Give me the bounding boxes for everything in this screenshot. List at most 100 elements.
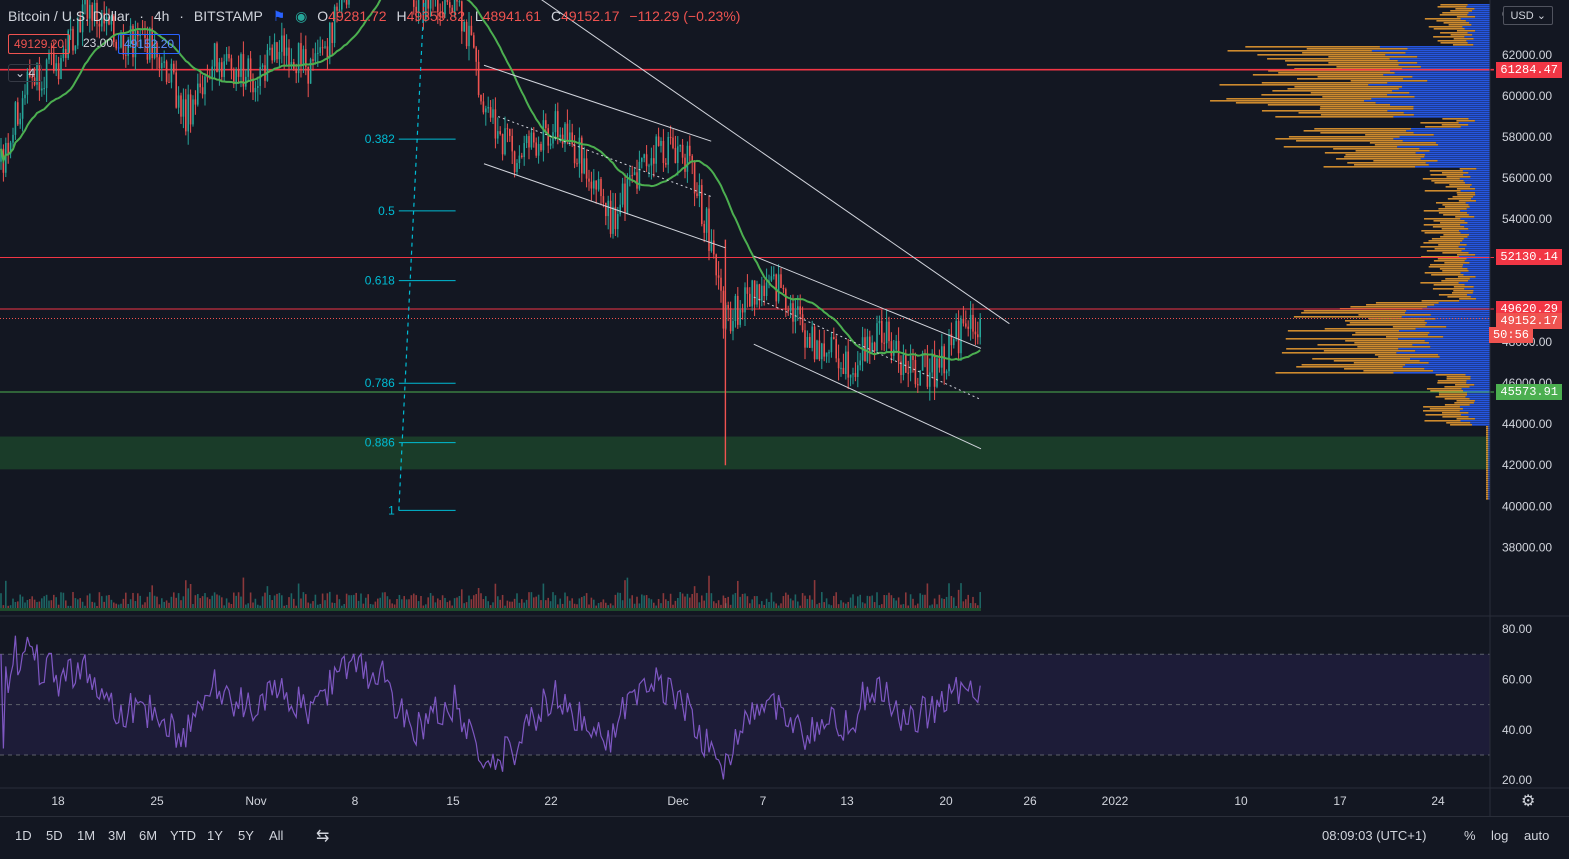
- timeframe-ytd[interactable]: YTD: [170, 828, 196, 843]
- candle-body: [144, 35, 146, 38]
- profile-bar-down: [1433, 370, 1490, 372]
- interval[interactable]: 4h: [153, 8, 170, 24]
- volume-bar: [233, 592, 235, 610]
- auto-toggle[interactable]: auto: [1524, 828, 1550, 843]
- timeframe-5d[interactable]: 5D: [46, 828, 63, 843]
- volume-bar: [842, 602, 845, 610]
- timeframe-1m[interactable]: 1M: [77, 828, 96, 843]
- volume-bar: [273, 595, 276, 610]
- profile-bar-up: [1423, 406, 1460, 408]
- candle-body: [758, 284, 761, 301]
- date-range-icon[interactable]: ⇆: [316, 828, 330, 845]
- profile-bar-up: [1392, 326, 1447, 328]
- volume-bar: [53, 594, 55, 610]
- volume-bar: [633, 603, 636, 610]
- timeframe-1y[interactable]: 1Y: [207, 828, 223, 843]
- profile-bar-down: [1460, 224, 1490, 226]
- volume-bar: [845, 603, 847, 610]
- flag-icon[interactable]: ⚑: [272, 8, 286, 24]
- candle-body: [655, 136, 657, 164]
- symbol-title[interactable]: Bitcoin / U.S. Dollar: [8, 8, 130, 24]
- volume-bar: [828, 604, 830, 610]
- candle-body: [717, 275, 720, 278]
- volume-bar: [607, 605, 609, 610]
- profile-bar-down: [1428, 362, 1490, 364]
- profile-bar-down: [1474, 384, 1490, 386]
- candle-body: [753, 280, 756, 305]
- volume-bar: [333, 602, 336, 610]
- profile-bar-up: [1324, 152, 1416, 154]
- candle-body: [9, 142, 12, 154]
- volume-bar: [177, 593, 180, 610]
- profile-bar-down: [1402, 366, 1490, 368]
- timeframe-all[interactable]: All: [269, 828, 284, 843]
- log-toggle[interactable]: log: [1491, 828, 1509, 843]
- fib-label: 1: [388, 503, 395, 517]
- volume-bar: [662, 593, 665, 610]
- profile-bar-up: [1437, 258, 1467, 260]
- profile-bar-up: [1453, 38, 1474, 40]
- profile-bar-up: [1286, 64, 1399, 66]
- volume-bar: [408, 599, 410, 610]
- profile-bar-down: [1488, 462, 1490, 464]
- indicators-toggle[interactable]: ⌄ 4: [8, 64, 43, 82]
- candle-body: [967, 326, 969, 329]
- volume-bar: [357, 600, 360, 610]
- volume-bar: [710, 593, 713, 610]
- profile-bar-down: [1464, 260, 1490, 262]
- volume-bar: [9, 605, 12, 610]
- profile-bar-down: [1488, 492, 1490, 494]
- timeframe-5y[interactable]: 5Y: [238, 828, 254, 843]
- profile-bar-up: [1333, 360, 1420, 362]
- volume-bar: [285, 604, 288, 610]
- timeframe-1d[interactable]: 1D: [15, 828, 32, 843]
- profile-bar-up: [1430, 390, 1464, 392]
- candle-body: [566, 123, 569, 143]
- bid-price[interactable]: 49129.20: [8, 34, 71, 54]
- percent-toggle[interactable]: %: [1464, 828, 1476, 843]
- candle-body: [756, 284, 758, 305]
- candle-body: [799, 306, 801, 315]
- candle-body: [149, 28, 151, 60]
- currency-select[interactable]: USD ⌄: [1503, 6, 1553, 25]
- candle-body: [77, 18, 79, 46]
- profile-bar-up: [1486, 428, 1489, 430]
- timeframe-3m[interactable]: 3M: [108, 828, 127, 843]
- candle-body: [192, 99, 194, 125]
- profile-bar-up: [1283, 146, 1398, 148]
- volume-bar: [564, 592, 566, 610]
- profile-bar-up: [1486, 482, 1489, 484]
- candle-body: [257, 86, 259, 88]
- profile-bar-up: [1420, 246, 1459, 248]
- profile-bar-down: [1415, 166, 1490, 168]
- profile-bar-up: [1446, 378, 1471, 380]
- candle-body: [153, 43, 156, 59]
- volume-bar: [165, 600, 168, 610]
- volume-bar: [453, 598, 456, 610]
- profile-bar-down: [1389, 58, 1490, 60]
- profile-bar-up: [1486, 436, 1489, 438]
- profile-bar-up: [1438, 294, 1468, 296]
- candle-body: [55, 63, 57, 72]
- candle-body: [785, 289, 787, 310]
- timeframe-6m[interactable]: 6M: [139, 828, 158, 843]
- settings-icon[interactable]: ⚙: [1521, 793, 1536, 810]
- channel2-bottom: [753, 343, 982, 450]
- candle-body: [564, 123, 566, 144]
- candle-body: [324, 46, 326, 48]
- candle-body: [936, 358, 938, 387]
- volume-bar: [67, 605, 69, 610]
- candle-body: [792, 303, 794, 322]
- profile-bar-down: [1468, 12, 1490, 14]
- volume-bar: [252, 602, 254, 610]
- volume-bar: [612, 605, 614, 610]
- profile-bar-up: [1441, 228, 1469, 230]
- volume-bar: [456, 597, 458, 610]
- profile-bar-up: [1420, 282, 1459, 284]
- candle-body: [945, 371, 948, 374]
- volume-bar: [209, 599, 211, 610]
- profile-bar-up: [1358, 314, 1431, 316]
- profile-bar-up: [1443, 22, 1470, 24]
- ask-price[interactable]: 49152.20: [118, 34, 181, 54]
